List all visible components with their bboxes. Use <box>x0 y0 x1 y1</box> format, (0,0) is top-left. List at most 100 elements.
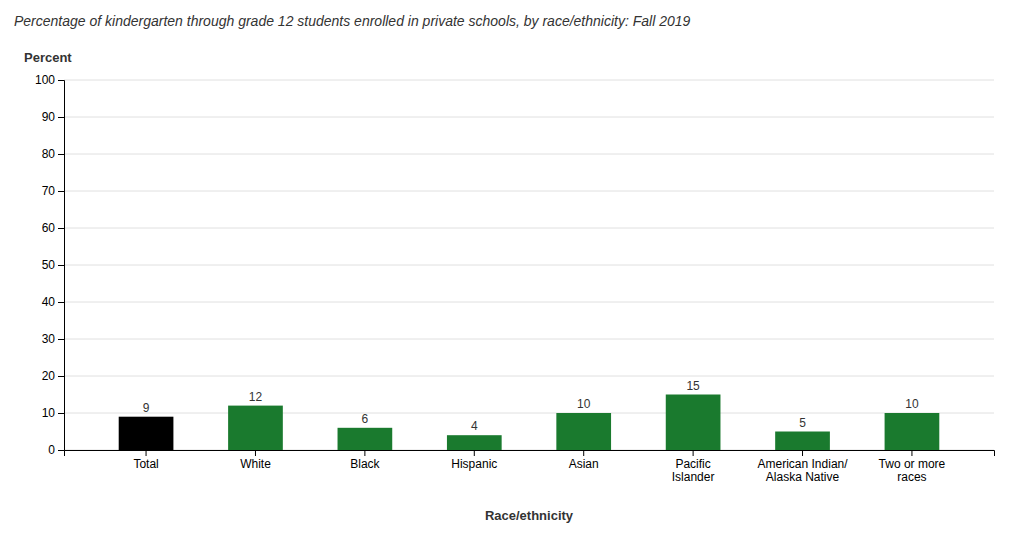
title: Percentage of kindergarten through grade… <box>14 13 691 29</box>
grid-line <box>64 376 994 377</box>
grid-line <box>64 191 994 192</box>
tick: 90 <box>42 110 64 124</box>
tick-label: Black <box>350 457 380 471</box>
grid-line <box>64 228 994 229</box>
tick-label-line: Two or more <box>879 457 946 471</box>
tick: 0 <box>48 443 64 457</box>
tick-label-line: races <box>897 470 926 484</box>
tick-mark <box>58 154 64 155</box>
tick-label-line: American Indian/ <box>758 457 849 471</box>
tick-label-line: White <box>240 457 271 471</box>
grid-line <box>64 302 994 303</box>
data-label: 6 <box>362 412 369 426</box>
tick-label: 30 <box>42 332 56 346</box>
grid-line <box>64 80 994 81</box>
tick: PacificIslander <box>672 450 715 484</box>
tick-label: 0 <box>48 443 55 457</box>
bar <box>556 413 611 450</box>
tick-mark <box>474 450 475 456</box>
tick-mark <box>58 117 64 118</box>
bar <box>666 395 721 451</box>
grid-line <box>64 339 994 340</box>
grid-line <box>64 117 994 118</box>
tick: 70 <box>42 184 64 198</box>
tick-mark <box>146 450 147 456</box>
tick: 20 <box>42 369 64 383</box>
data-label: 5 <box>799 416 806 430</box>
tick-label: Hispanic <box>451 457 497 471</box>
bar <box>228 406 283 450</box>
tick-label-line: Islander <box>672 470 715 484</box>
tick-mark <box>802 450 803 456</box>
tick-label: PacificIslander <box>672 457 715 485</box>
data-labels: 912641015510 <box>143 379 919 434</box>
tick-mark <box>58 450 64 451</box>
tick-label: 40 <box>42 295 56 309</box>
bar <box>885 413 940 450</box>
tick: Black <box>350 450 380 471</box>
tick-mark <box>58 339 64 340</box>
tick-label: 10 <box>42 406 56 420</box>
tick-label: 50 <box>42 258 56 272</box>
tick-label: 60 <box>42 221 56 235</box>
x-axis-title: Race/ethnicity <box>485 508 574 523</box>
tick: American Indian/Alaska Native <box>758 450 849 484</box>
tick-label: 80 <box>42 147 56 161</box>
tick: 80 <box>42 147 64 161</box>
data-label: 15 <box>686 379 700 393</box>
bar <box>775 432 830 451</box>
plot-area: 0 10 20 30 40 50 60 70 80 90 100 Total White Black His… <box>35 73 995 484</box>
tick-mark <box>911 450 912 456</box>
tick-label-line: Total <box>133 457 158 471</box>
bars <box>119 395 940 451</box>
tick-mark <box>255 450 256 456</box>
chart: 0 10 20 30 40 50 60 70 80 90 100 Total White Black His… <box>0 0 1024 534</box>
bar <box>447 435 502 450</box>
y-axis-title: Percent <box>24 50 72 65</box>
tick-label-line: Alaska Native <box>766 470 840 484</box>
tick-mark <box>58 191 64 192</box>
grid-line <box>64 154 994 155</box>
tick-label: 20 <box>42 369 56 383</box>
tick-label: Total <box>133 457 158 471</box>
tick-mark <box>583 450 584 456</box>
tick-mark <box>693 450 694 456</box>
grid-line <box>64 413 994 414</box>
data-label: 10 <box>577 397 591 411</box>
tick: Hispanic <box>451 450 497 471</box>
tick: Two or moreraces <box>879 450 946 484</box>
tick-label-line: Black <box>350 457 380 471</box>
bar <box>119 417 174 450</box>
tick: White <box>240 450 271 471</box>
bar <box>338 428 393 450</box>
tick-label: 100 <box>35 73 55 87</box>
tick: 10 <box>42 406 64 420</box>
tick: 50 <box>42 258 64 272</box>
tick-label-line: Hispanic <box>451 457 497 471</box>
x-axis: Total White Black Hispanic Asian PacificIslan… <box>65 450 995 484</box>
tick-mark <box>58 265 64 266</box>
tick-mark <box>58 228 64 229</box>
tick-label: Two or moreraces <box>879 457 946 485</box>
tick-mark <box>364 450 365 456</box>
tick-mark <box>58 302 64 303</box>
tick-label-line: Pacific <box>675 457 710 471</box>
tick-mark <box>58 413 64 414</box>
tick-label-line: Asian <box>569 457 599 471</box>
grid <box>64 80 994 450</box>
tick-label: 90 <box>42 110 56 124</box>
tick-label: 70 <box>42 184 56 198</box>
data-label: 10 <box>905 397 919 411</box>
data-label: 4 <box>471 419 478 433</box>
axis-line <box>58 81 65 451</box>
tick-label: American Indian/Alaska Native <box>758 457 849 485</box>
tick-mark <box>58 80 64 81</box>
axis-line <box>65 451 995 457</box>
tick: 60 <box>42 221 64 235</box>
data-label: 12 <box>249 390 263 404</box>
y-axis: 0 10 20 30 40 50 60 70 80 90 100 <box>35 73 65 457</box>
tick-label: Asian <box>569 457 599 471</box>
tick: 40 <box>42 295 64 309</box>
grid-line <box>64 265 994 266</box>
tick: Asian <box>569 450 599 471</box>
